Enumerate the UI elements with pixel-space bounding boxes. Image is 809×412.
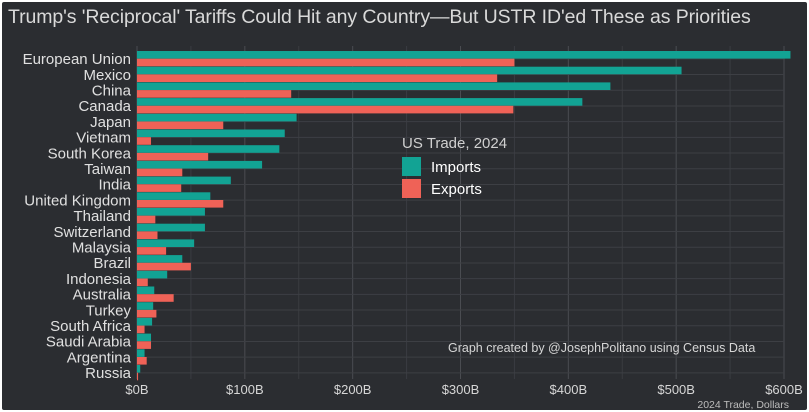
bar-imports-india [137,176,231,185]
category-label-saudi-arabia: Saudi Arabia [46,334,132,351]
bar-imports-australia [137,286,155,295]
country-labels: European UnionMexicoChinaCanadaJapanViet… [23,51,132,382]
bar-imports-taiwan [137,160,263,169]
x-tick-label: $300B [442,382,480,397]
chart-title: Trump's 'Reciprocal' Tariffs Could Hit a… [8,6,751,28]
category-label-china: China [92,82,132,99]
bar-imports-turkey [137,302,154,310]
x-tick-label: $400B [550,382,588,397]
bar-imports-european-union [137,51,791,59]
bar-exports-turkey [137,309,157,318]
bar-exports-south-korea [137,152,209,161]
category-label-thailand: Thailand [73,208,131,225]
bar-imports-south-africa [137,317,153,326]
source-annotation: Graph created by @JosephPolitano using C… [448,341,755,355]
x-tick-labels: $0B $100B $200B $300B $400B $500B $600B [125,382,802,397]
category-label-taiwan: Taiwan [84,161,131,178]
bar-exports-argentina [137,357,147,365]
bar-imports-malaysia [137,239,195,247]
bar-imports-china [137,82,611,90]
bar-exports-china [137,90,292,98]
bar-exports-indonesia [137,278,148,287]
category-label-vietnam: Vietnam [76,130,131,147]
bar-exports-taiwan [137,168,183,177]
bar-imports-brazil [137,255,183,263]
bar-exports-malaysia [137,247,167,255]
category-label-switzerland: Switzerland [53,224,131,241]
bar-imports-saudi-arabia [137,333,152,342]
bar-exports-mexico [137,74,498,82]
category-label-south-korea: South Korea [48,145,132,162]
bar-exports-brazil [137,262,191,271]
x-tick-label: $100B [226,382,264,397]
bar-exports-japan [137,121,224,130]
bar-imports-japan [137,113,297,122]
bar-exports-switzerland [137,231,158,239]
category-label-argentina: Argentina [67,349,132,366]
category-label-russia: Russia [85,365,132,382]
legend-label-exports: Exports [431,181,482,198]
bars [137,51,791,381]
bar-imports-argentina [137,349,145,357]
bar-imports-canada [137,98,583,106]
x-tick-label: $0B [125,382,148,397]
bar-exports-australia [137,294,174,302]
category-label-united-kingdom: United Kingdom [24,192,131,209]
bar-exports-south-africa [137,325,145,334]
category-label-brazil: Brazil [93,255,131,272]
bar-exports-canada [137,105,514,114]
category-label-mexico: Mexico [83,67,131,84]
category-label-turkey: Turkey [86,302,132,319]
category-label-indonesia: Indonesia [66,271,132,288]
chart-caption: 2024 Trade, Dollars [697,399,789,410]
bar-imports-indonesia [137,270,168,279]
category-label-india: India [98,177,131,194]
legend-swatch-imports [402,157,421,176]
bar-exports-india [137,184,182,192]
bar-imports-mexico [137,66,682,75]
bar-imports-vietnam [137,129,285,138]
x-tick-label: $500B [657,382,695,397]
bar-imports-south-korea [137,145,280,153]
bar-exports-vietnam [137,137,152,145]
bar-exports-saudi-arabia [137,341,152,349]
category-label-malaysia: Malaysia [72,239,132,256]
bar-exports-thailand [137,215,156,224]
bar-imports-switzerland [137,223,205,232]
category-label-south-africa: South Africa [50,318,132,335]
legend-title: US Trade, 2024 [402,135,507,152]
bar-imports-united-kingdom [137,192,211,200]
category-label-european-union: European Union [23,51,131,68]
bar-imports-russia [137,365,141,373]
category-label-australia: Australia [73,287,132,304]
legend: US Trade, 2024 Imports Exports [402,135,507,198]
category-label-japan: Japan [90,114,131,131]
x-tick-label: $600B [765,382,803,397]
grid-lines [136,46,785,379]
bar-imports-thailand [137,208,205,216]
category-label-canada: Canada [78,98,131,115]
bar-exports-united-kingdom [137,200,224,208]
legend-swatch-exports [402,179,421,198]
x-tick-label: $200B [334,382,372,397]
bar-exports-russia [137,372,139,381]
bar-exports-european-union [137,58,515,67]
legend-label-imports: Imports [431,159,481,176]
